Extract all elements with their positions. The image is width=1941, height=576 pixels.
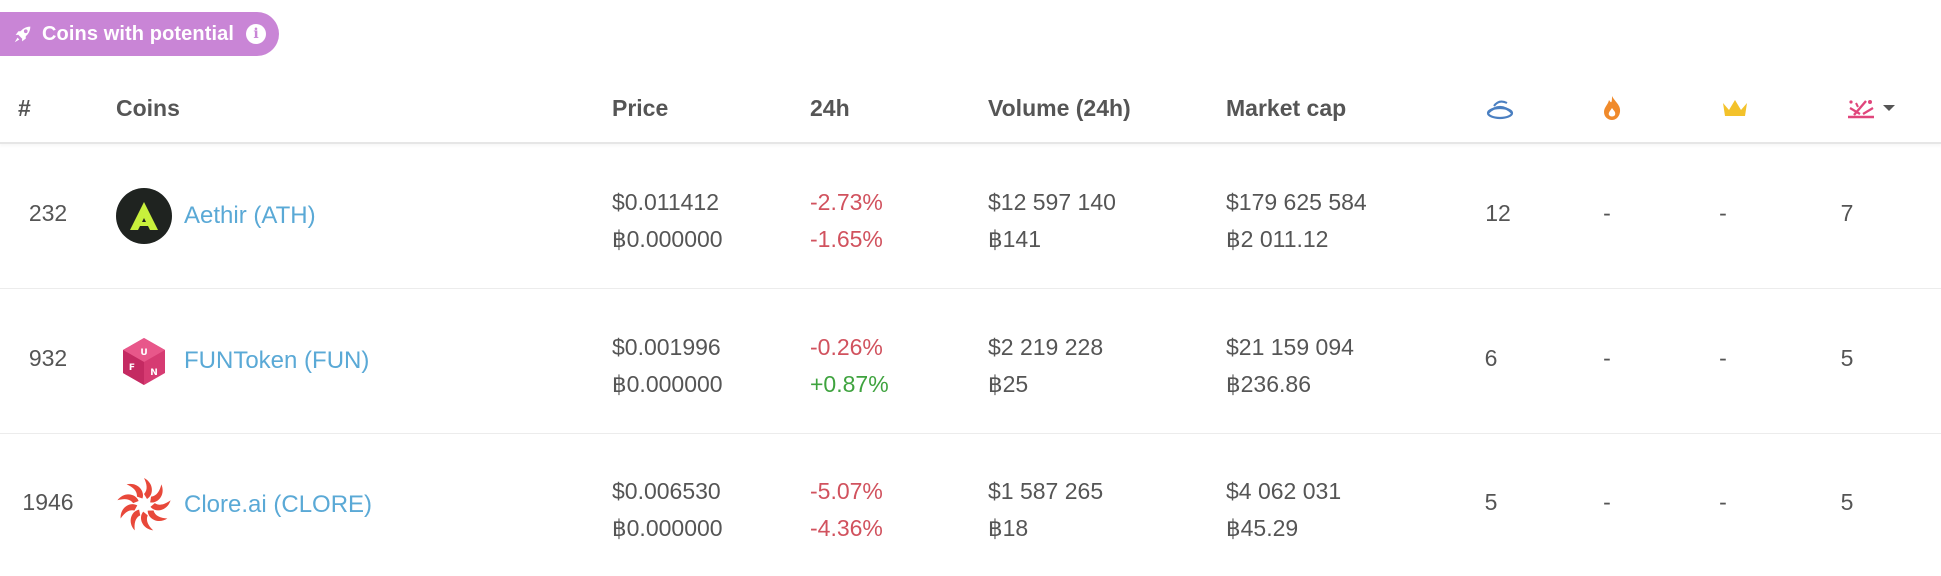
stat-cell-1: 6 — [1484, 345, 1498, 371]
change-cell: -5.07% -4.36% — [810, 473, 883, 547]
price-usd: $0.011412 — [612, 189, 720, 215]
stat-cell-2: - — [1603, 489, 1611, 515]
coin-name-link[interactable]: Aethir (ATH) — [184, 202, 316, 229]
change-usd: -0.26% — [810, 334, 883, 360]
market-cap-btc: ฿45.29 — [1226, 515, 1299, 541]
coin-cell[interactable]: U F N FUNToken (FUN) — [116, 333, 369, 389]
volume-btc: ฿25 — [988, 371, 1029, 397]
market-cap-cell: $21 159 094 ฿236.86 — [1226, 329, 1354, 403]
stat-cell-3: - — [1719, 345, 1727, 371]
column-header-coins[interactable]: Coins — [116, 94, 180, 121]
market-cap-cell: $4 062 031 ฿45.29 — [1226, 473, 1341, 547]
sort-column-header[interactable] — [1836, 74, 1906, 142]
price-usd: $0.001996 — [612, 334, 721, 360]
change-cell: -2.73% -1.65% — [810, 184, 883, 258]
market-cap-btc: ฿2 011.12 — [1226, 226, 1329, 252]
bowl-icon[interactable] — [1480, 74, 1520, 142]
crown-icon[interactable] — [1715, 74, 1755, 142]
market-cap-usd: $179 625 584 — [1226, 189, 1367, 215]
market-cap-btc: ฿236.86 — [1226, 371, 1311, 397]
change-btc: -1.65% — [810, 226, 883, 252]
coin-name-link[interactable]: Clore.ai (CLORE) — [184, 491, 373, 518]
table-row[interactable]: 232 Aethir (ATH) $0.011412 ฿0.000000 -2.… — [0, 144, 1941, 289]
rank-cell: 232 — [28, 200, 68, 226]
market-cap-usd: $21 159 094 — [1226, 334, 1354, 360]
stat-cell-3: - — [1719, 200, 1727, 226]
rank-cell: 1946 — [22, 489, 74, 515]
volume-usd: $2 219 228 — [988, 334, 1104, 360]
svg-text:N: N — [150, 368, 158, 378]
table-row[interactable]: 932 U F N FUNToken (FUN) $0.001996 ฿0.00… — [0, 289, 1941, 434]
stat-cell-4: 5 — [1840, 489, 1854, 515]
change-btc: +0.87% — [810, 371, 889, 397]
volume-cell: $1 587 265 ฿18 — [988, 473, 1103, 547]
market-cap-cell: $179 625 584 ฿2 011.12 — [1226, 184, 1367, 258]
coins-with-potential-badge[interactable]: Coins with potential i — [0, 12, 279, 56]
volume-usd: $1 587 265 — [988, 478, 1104, 504]
column-header-market-cap[interactable]: Market cap — [1226, 94, 1347, 121]
column-header-price[interactable]: Price — [612, 94, 669, 121]
clore-logo — [116, 477, 172, 533]
volume-btc: ฿141 — [988, 226, 1042, 252]
stat-cell-2: - — [1603, 345, 1611, 371]
rank-cell: 932 — [28, 345, 68, 371]
sparkle-icon — [1846, 95, 1876, 121]
stat-cell-2: - — [1603, 200, 1611, 226]
badge-label: Coins with potential — [42, 22, 234, 45]
stat-cell-1: 5 — [1484, 489, 1498, 515]
stat-cell-3: - — [1719, 489, 1727, 515]
price-btc: ฿0.000000 — [612, 515, 723, 541]
flame-icon[interactable] — [1592, 74, 1632, 142]
price-cell: $0.006530 ฿0.000000 — [612, 473, 723, 547]
info-icon[interactable]: i — [246, 24, 266, 44]
price-usd: $0.006530 — [612, 478, 721, 504]
stat-cell-4: 5 — [1840, 345, 1854, 371]
column-header-volume[interactable]: Volume (24h) — [988, 94, 1131, 121]
price-cell: $0.011412 ฿0.000000 — [612, 184, 723, 258]
column-header-24h[interactable]: 24h — [810, 94, 850, 121]
volume-btc: ฿18 — [988, 515, 1029, 541]
volume-cell: $2 219 228 ฿25 — [988, 329, 1103, 403]
funtoken-logo: U F N — [116, 333, 172, 389]
change-cell: -0.26% +0.87% — [810, 329, 889, 403]
price-cell: $0.001996 ฿0.000000 — [612, 329, 723, 403]
change-usd: -5.07% — [810, 478, 883, 504]
price-btc: ฿0.000000 — [612, 226, 723, 252]
aethir-logo — [116, 188, 172, 244]
coin-cell[interactable]: Clore.ai (CLORE) — [116, 477, 372, 533]
svg-text:F: F — [129, 363, 135, 373]
volume-usd: $12 597 140 — [988, 189, 1116, 215]
coin-cell[interactable]: Aethir (ATH) — [116, 188, 316, 244]
column-header-rank[interactable]: # — [18, 94, 31, 121]
stat-cell-4: 7 — [1840, 200, 1854, 226]
change-btc: -4.36% — [810, 515, 883, 541]
change-usd: -2.73% — [810, 189, 883, 215]
price-btc: ฿0.000000 — [612, 371, 723, 397]
market-cap-usd: $4 062 031 — [1226, 478, 1342, 504]
table-header: # Coins Price 24h Volume (24h) Market ca… — [0, 74, 1941, 144]
stat-cell-1: 12 — [1485, 200, 1511, 226]
rocket-icon — [12, 23, 34, 45]
coin-name-link[interactable]: FUNToken (FUN) — [184, 347, 370, 374]
table-row[interactable]: 1946 Clore.ai (CLO — [0, 433, 1941, 576]
volume-cell: $12 597 140 ฿141 — [988, 184, 1116, 258]
caret-down-icon — [1882, 103, 1896, 113]
svg-text:U: U — [140, 348, 147, 358]
